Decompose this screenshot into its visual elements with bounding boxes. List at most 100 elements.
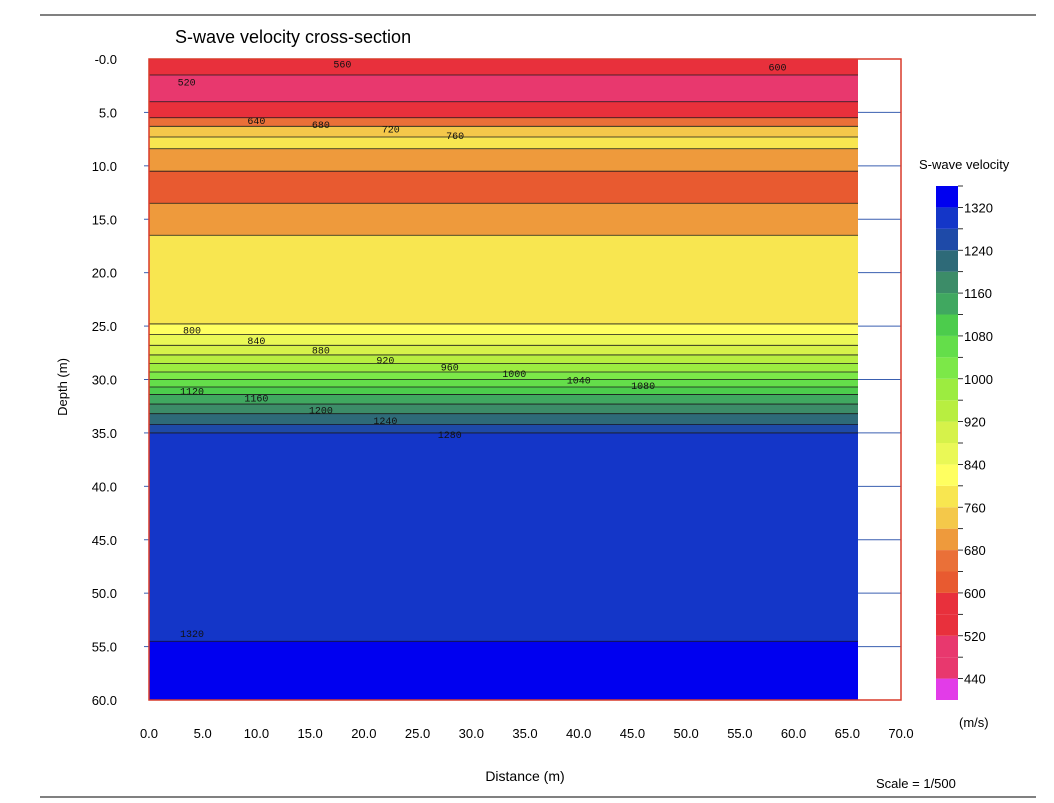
legend-bin-800 <box>936 464 958 486</box>
velocity-layer-11 <box>149 334 859 346</box>
x-axis-label: Distance (m) <box>485 768 564 784</box>
y-tick-label-3: 15.0 <box>92 212 117 227</box>
contour-label-16: 1160 <box>244 395 268 406</box>
contour-label-0: 520 <box>178 79 196 90</box>
y-tick-label-6: 30.0 <box>92 373 117 388</box>
legend-bin-1320 <box>936 186 958 208</box>
legend-label-1000: 1000 <box>964 372 993 387</box>
velocity-layer-4 <box>149 126 859 137</box>
contour-label-11: 960 <box>441 364 459 375</box>
velocity-layer-3 <box>149 117 859 127</box>
x-tick-label-5: 25.0 <box>405 726 430 741</box>
legend-bin-880 <box>936 421 958 443</box>
legend-color-bar <box>936 185 963 700</box>
y-tick-label-12: 60.0 <box>92 693 117 708</box>
velocity-layer-14 <box>149 363 859 373</box>
y-tick-label-9: 45.0 <box>92 533 117 548</box>
legend-title: S-wave velocity <box>919 157 1010 172</box>
legend-bin-640 <box>936 550 958 572</box>
contour-label-4: 680 <box>312 121 330 132</box>
contour-label-13: 1040 <box>567 377 591 388</box>
legend-labels: 1320 1240 1160 1080 1000 920 840 760 680 600 520 44… <box>964 200 993 686</box>
velocity-layer-20 <box>149 413 859 425</box>
legend-unit: (m/s) <box>959 715 989 730</box>
contour-label-15: 1120 <box>180 387 204 398</box>
velocity-layer-1 <box>149 75 859 102</box>
y-tick-label-2: 10.0 <box>92 159 117 174</box>
x-tick-label-7: 35.0 <box>512 726 537 741</box>
velocity-layers <box>149 59 901 700</box>
legend-bin-1200 <box>936 250 958 272</box>
velocity-layer-13 <box>149 354 859 364</box>
y-tick-label-1: 5.0 <box>99 105 117 120</box>
legend-bin-400 <box>936 678 958 700</box>
y-tick-label-5: 25.0 <box>92 319 117 334</box>
velocity-layer-16 <box>149 379 859 387</box>
contour-label-5: 720 <box>382 126 400 137</box>
velocity-layer-23 <box>149 641 859 700</box>
plot-frame <box>148 58 902 701</box>
legend-label-1240: 1240 <box>964 243 993 258</box>
contour-label-10: 920 <box>376 356 394 367</box>
x-tick-label-11: 55.0 <box>727 726 752 741</box>
legend-bin-600 <box>936 571 958 593</box>
velocity-layer-5 <box>149 136 859 149</box>
y-tick-label-0: -0.0 <box>95 52 117 67</box>
legend-bin-680 <box>936 528 958 551</box>
legend-bin-1120 <box>936 293 958 315</box>
x-tick-label-4: 20.0 <box>351 726 376 741</box>
contour-label-2: 600 <box>768 64 786 75</box>
x-tick-label-6: 30.0 <box>459 726 484 741</box>
x-tick-label-13: 65.0 <box>835 726 860 741</box>
contour-label-6: 760 <box>446 132 464 143</box>
legend-label-920: 920 <box>964 415 986 430</box>
contour-label-1: 560 <box>333 60 351 71</box>
x-tick-label-10: 50.0 <box>673 726 698 741</box>
legend-bin-520 <box>936 614 958 636</box>
legend-label-1160: 1160 <box>964 286 992 301</box>
legend-bin-720 <box>936 507 958 529</box>
velocity-layer-17 <box>149 386 859 395</box>
legend-label-1080: 1080 <box>964 329 993 344</box>
y-tick-label-10: 50.0 <box>92 586 117 601</box>
velocity-layer-7 <box>149 171 859 204</box>
legend-bin-920 <box>936 400 958 422</box>
y-axis-label: Depth (m) <box>55 358 70 416</box>
legend-bin-1000 <box>936 357 958 379</box>
contour-label-9: 880 <box>312 347 330 358</box>
velocity-layer-0 <box>149 59 859 76</box>
legend-bin-960 <box>936 378 958 401</box>
velocity-layer-12 <box>149 345 859 355</box>
legend-bin-1240 <box>936 228 958 251</box>
contour-label-12: 1000 <box>502 370 526 381</box>
legend-bin-560 <box>936 592 958 615</box>
x-tick-label-9: 45.0 <box>620 726 645 741</box>
contour-label-19: 1280 <box>438 431 462 442</box>
contour-labels: 520 560 600 640 680 720 760 800 840 880 920 960 1000… <box>178 60 787 640</box>
contour-label-3: 640 <box>247 117 265 128</box>
velocity-layer-18 <box>149 394 859 405</box>
scale-text: Scale = 1/500 <box>876 776 956 791</box>
legend-bin-480 <box>936 635 958 658</box>
velocity-layer-9 <box>149 235 859 324</box>
legend-label-440: 440 <box>964 672 986 687</box>
x-tick-label-2: 10.0 <box>244 726 269 741</box>
x-tick-label-1: 5.0 <box>194 726 212 741</box>
contour-label-14: 1080 <box>631 382 655 393</box>
velocity-layer-15 <box>149 372 859 380</box>
y-axis-ticks: -0.0 5.0 10.0 15.0 20.0 25.0 30.0 35.0 40.0 45.0 5… <box>92 52 901 708</box>
velocity-layer-2 <box>149 101 859 118</box>
legend-label-680: 680 <box>964 543 986 558</box>
velocity-layer-22 <box>149 432 859 642</box>
legend-bin-1080 <box>936 314 958 336</box>
legend-label-600: 600 <box>964 586 986 601</box>
y-tick-label-8: 40.0 <box>92 479 117 494</box>
legend-bin-840 <box>936 443 958 465</box>
velocity-layer-10 <box>149 323 859 335</box>
legend-bin-1040 <box>936 335 958 358</box>
y-tick-label-7: 35.0 <box>92 426 117 441</box>
legend-bin-760 <box>936 485 958 508</box>
legend-bin-1280 <box>936 207 958 229</box>
